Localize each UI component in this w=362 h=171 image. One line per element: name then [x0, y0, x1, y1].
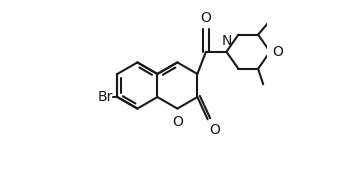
Text: O: O — [172, 115, 183, 129]
Text: O: O — [201, 11, 211, 25]
Text: Br: Br — [98, 90, 113, 104]
Text: O: O — [273, 45, 283, 59]
Text: O: O — [209, 123, 220, 137]
Text: N: N — [221, 34, 232, 48]
